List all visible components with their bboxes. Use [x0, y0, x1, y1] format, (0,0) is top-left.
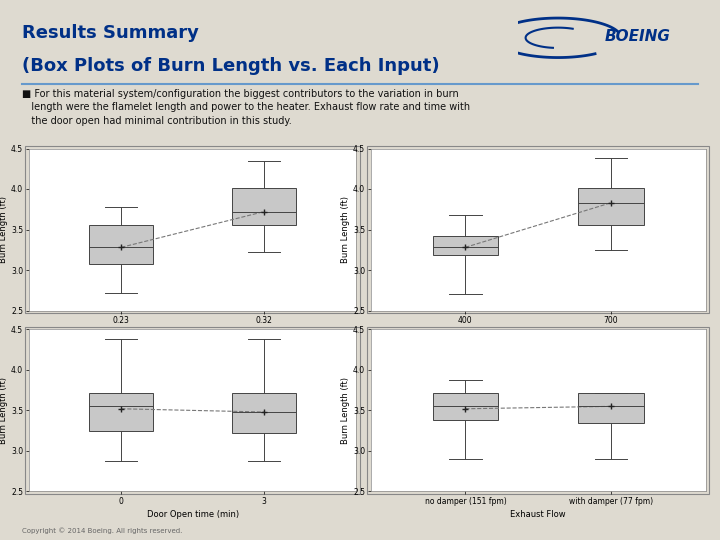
X-axis label: Door Open time (min): Door Open time (min)	[147, 510, 238, 519]
Y-axis label: Burn Length (ft): Burn Length (ft)	[341, 196, 351, 263]
Text: BOEING: BOEING	[605, 29, 670, 44]
X-axis label: Average Hamelet Length (in): Average Hamelet Length (in)	[132, 329, 253, 338]
Text: ■ For this material system/configuration the biggest contributors to the variati: ■ For this material system/configuration…	[22, 89, 469, 125]
Y-axis label: Burn Length (ft): Burn Length (ft)	[0, 196, 9, 263]
Text: Results Summary: Results Summary	[22, 24, 199, 42]
PathPatch shape	[578, 188, 644, 226]
PathPatch shape	[578, 393, 644, 422]
PathPatch shape	[433, 393, 498, 420]
PathPatch shape	[433, 236, 498, 255]
Y-axis label: Burn Length (ft): Burn Length (ft)	[0, 377, 9, 444]
PathPatch shape	[232, 393, 296, 433]
Text: Copyright © 2014 Boeing. All rights reserved.: Copyright © 2014 Boeing. All rights rese…	[22, 527, 182, 534]
PathPatch shape	[89, 393, 153, 431]
X-axis label: Exhaust Flow: Exhaust Flow	[510, 510, 566, 519]
X-axis label: Power (W): Power (W)	[517, 329, 559, 338]
PathPatch shape	[89, 226, 153, 264]
Text: (Box Plots of Burn Length vs. Each Input): (Box Plots of Burn Length vs. Each Input…	[22, 57, 439, 75]
Y-axis label: Burn Length (ft): Burn Length (ft)	[341, 377, 351, 444]
PathPatch shape	[232, 188, 296, 226]
